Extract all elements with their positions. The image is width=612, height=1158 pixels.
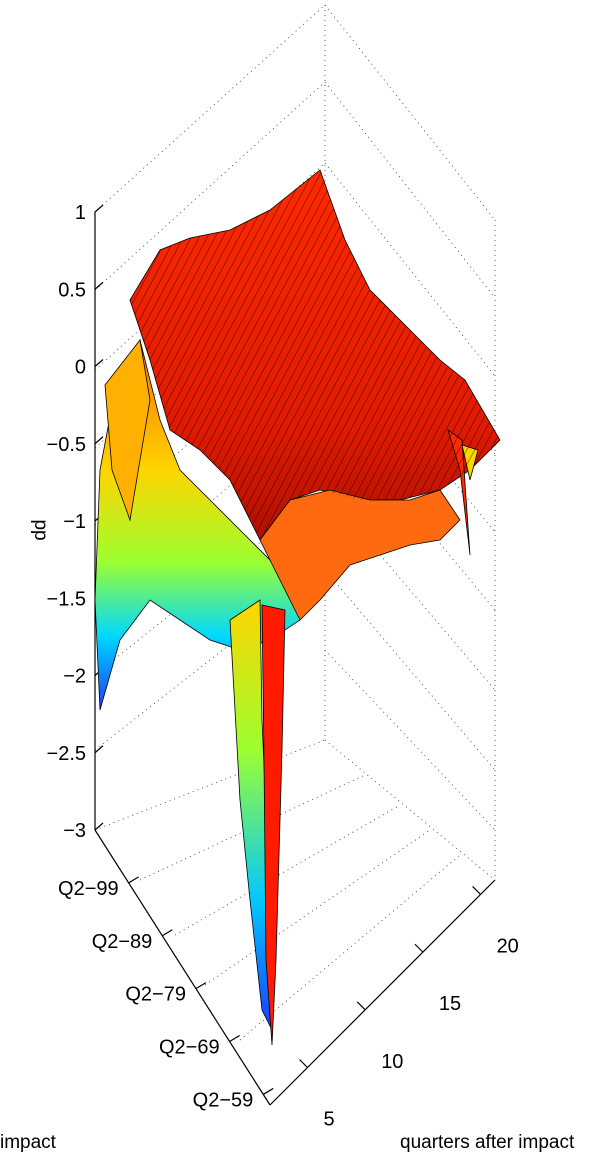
date-tick-label: Q2−89 — [92, 931, 153, 953]
z-tick-mark — [94, 204, 104, 213]
z-tick-mark — [94, 745, 104, 754]
z-tick-label: −1.5 — [47, 588, 86, 610]
date-tick-mark — [161, 929, 173, 937]
date-tick-mark — [229, 1035, 240, 1043]
z-tick-mark — [94, 436, 104, 445]
z-tick-label: 1 — [75, 202, 86, 224]
z-tick-labels: 1 0.5 0 −0.5 −1 −1.5 −2 −2.5 −3 — [47, 202, 86, 842]
date-tick-label: Q2−79 — [125, 984, 186, 1006]
z-tick-label: −2 — [63, 666, 86, 688]
z-tick-mark — [94, 822, 104, 831]
z-tick-label: 0 — [75, 357, 86, 379]
z-tick-mark — [94, 359, 104, 367]
horizon-tick-mark — [414, 943, 424, 953]
z-tick-label: −2.5 — [47, 743, 86, 765]
x-axis-label-left: impact — [0, 1132, 57, 1153]
horizon-tick-label: 15 — [439, 993, 461, 1015]
date-tick-label: Q2−69 — [159, 1037, 220, 1059]
horizon-tick-label: 20 — [497, 935, 519, 957]
x-axis-label-right: quarters after impact — [400, 1132, 575, 1153]
horizon-tick-label: 5 — [324, 1109, 335, 1131]
z-tick-label: −0.5 — [47, 434, 86, 456]
z-tick-mark — [94, 281, 104, 290]
z-tick-label: −1 — [63, 511, 86, 533]
date-tick-mark — [195, 982, 207, 990]
z-tick-label: 0.5 — [58, 279, 86, 301]
date-tick-mark — [262, 1087, 274, 1095]
date-tick-label: Q2−99 — [58, 878, 119, 900]
date-tick-label: Q2−59 — [193, 1089, 254, 1111]
horizon-tick-mark — [472, 885, 482, 895]
z-axis-label: pp — [30, 519, 51, 540]
z-tick-label: −3 — [63, 820, 86, 842]
date-tick-mark — [128, 876, 139, 884]
horizon-tick-labels: 20 15 10 5 — [324, 935, 519, 1130]
horizon-tick-label: 10 — [381, 1051, 403, 1073]
surface-front-face — [259, 489, 461, 621]
surface-left-ridge — [104, 339, 151, 522]
horizon-tick-mark — [356, 1001, 366, 1011]
horizon-tick-mark — [299, 1059, 308, 1068]
surface-spike-red — [261, 604, 286, 1046]
date-tick-labels: Q2−99 Q2−89 Q2−79 Q2−69 Q2−59 — [58, 878, 253, 1112]
